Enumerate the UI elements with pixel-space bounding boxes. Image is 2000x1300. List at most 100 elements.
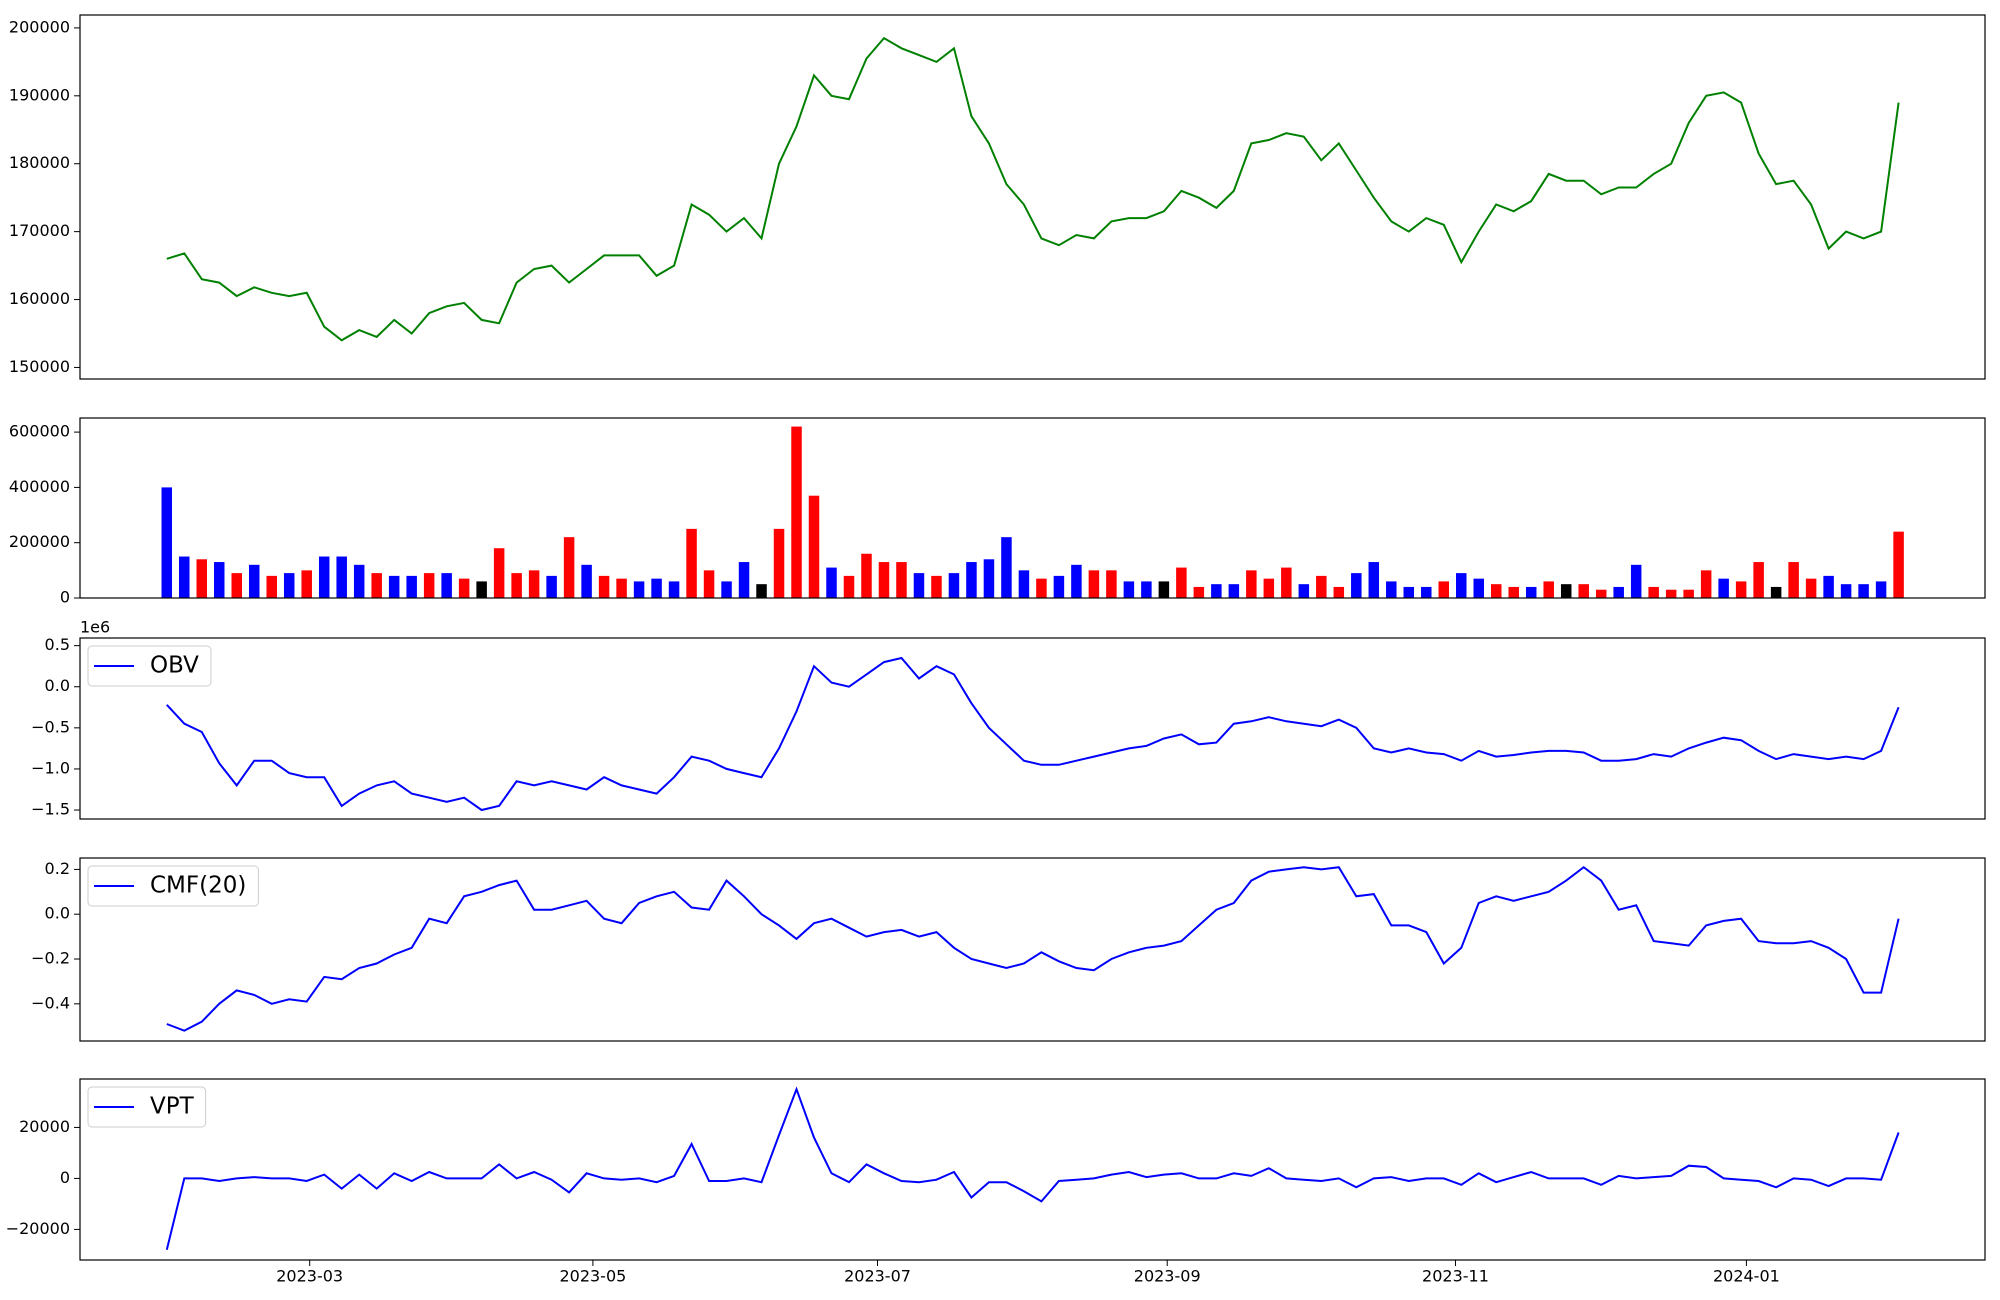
bar [1351,573,1362,598]
bar [1438,581,1450,598]
subplot: −20000 0 20000 2023-03 2023-05 2023-07 2023-09… [6,1078,1986,1286]
bar [843,575,855,598]
x-tick-label: 2024-01 [1713,1267,1780,1286]
bar [248,564,260,598]
bar [1753,562,1764,598]
bar [1683,589,1694,598]
bar [1333,586,1345,598]
bar [1071,564,1082,598]
y-tick-label: 0.0 [45,904,70,923]
bar [1018,570,1030,598]
legend: CMF(20) [87,865,259,907]
bar [1386,581,1397,598]
bar [388,575,400,598]
y-tick-label: −0.4 [31,993,70,1012]
bar [353,564,365,598]
bar [423,573,435,598]
bar [1613,586,1624,598]
bar [861,553,872,598]
legend-label: CMF(20) [150,873,246,899]
bar [458,578,470,598]
subplot: −1.5 −1.0 −0.5 0.0 0.5 1e6 OBV [31,618,1986,820]
bar [1263,578,1275,598]
bar [1508,586,1519,598]
bar [1036,578,1047,598]
y-tick-label: 190000 [9,85,70,104]
bar [1735,581,1747,598]
bar [1001,537,1012,598]
axes-frame [79,857,1986,1042]
axes-frame [79,417,1986,599]
bar [511,573,522,598]
bar [878,562,890,598]
y-tick-label: 200000 [9,17,70,36]
subplot: 150000 160000 170000 180000 190000 200000 [9,14,1986,380]
bar [1281,567,1292,598]
bar [1770,586,1782,598]
y-tick-label: 0.2 [45,859,70,878]
y-tick-label: 0.0 [45,676,70,695]
bar [931,575,942,598]
bar [651,578,662,598]
bar [826,567,837,598]
bar [791,426,802,598]
bar [231,573,242,598]
bar [1246,570,1257,598]
bar [756,584,767,598]
bar [441,573,452,598]
bar [371,573,382,598]
y-tick-label: 170000 [9,221,70,240]
bar [266,575,277,598]
bar [179,556,190,598]
bar [493,548,505,598]
bar [1490,584,1502,598]
legend-box [87,865,259,907]
bar [1141,581,1152,598]
bar [1578,584,1589,598]
bar [1630,564,1642,598]
legend-box [87,645,212,687]
bar [1823,575,1834,598]
y-tick-label: 200000 [9,532,70,551]
bar [1543,581,1554,598]
legend-box [87,1086,207,1128]
bar [1368,562,1380,598]
y-tick-label: 400000 [9,477,70,496]
y-tick-label: 0.5 [45,635,70,654]
bar [563,537,575,598]
y-tick-label: 180000 [9,153,70,172]
legend: VPT [87,1086,207,1128]
bar [808,495,820,598]
y-tick-label: 0 [60,588,70,607]
line [166,865,1900,1032]
bar [1788,562,1799,598]
bar [196,559,207,598]
y-tick-label: 20000 [19,1117,70,1136]
bar [318,556,330,598]
bar [1421,586,1432,598]
y-tick-label: 0 [60,1168,70,1187]
bar [581,564,592,598]
subplot: 0 200000 400000 600000 [9,417,1986,607]
bar [1805,578,1817,598]
bar [983,559,995,598]
bar [1456,573,1467,598]
y-tick-label: −0.5 [31,717,70,736]
bar [1560,584,1572,598]
bar [1665,589,1677,598]
bar [213,562,225,598]
bar [686,528,697,598]
bar [738,562,750,598]
subplot: −0.4 −0.2 0.0 0.2 CMF(20) [31,857,1986,1042]
bar [966,562,977,598]
bar [1403,586,1415,598]
bar [1193,586,1205,598]
x-tick-label: 2023-11 [1422,1267,1489,1286]
bar [1106,570,1117,598]
line [165,1086,1900,1251]
bar [913,573,925,598]
bar [476,581,487,598]
legend-label: OBV [150,653,199,679]
bar [406,575,417,598]
